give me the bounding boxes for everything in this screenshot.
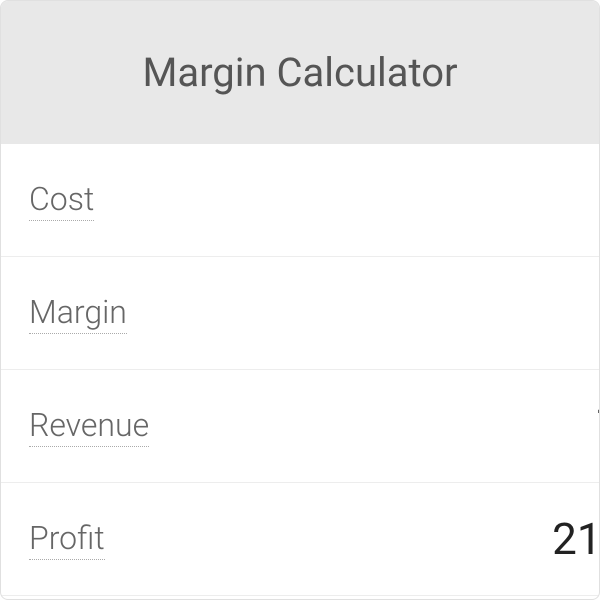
cost-label[interactable]: Cost [29, 180, 94, 221]
row-revenue: Revenue $ [1, 370, 599, 483]
cost-input[interactable] [94, 174, 600, 226]
margin-input[interactable] [127, 287, 600, 339]
profit-value-group: $ [105, 513, 600, 565]
page-title: Margin Calculator [21, 49, 579, 96]
revenue-value-group: $ [149, 400, 600, 452]
revenue-input[interactable] [149, 400, 600, 452]
margin-value-group: % [127, 287, 600, 339]
calculator-panel: Margin Calculator Cost $ Margin % Revenu… [0, 0, 600, 600]
cost-value-group: $ [94, 174, 600, 226]
row-cost: Cost $ [1, 144, 599, 257]
profit-input[interactable] [105, 513, 600, 565]
profit-label[interactable]: Profit [29, 519, 105, 560]
row-profit: Profit $ [1, 483, 599, 596]
row-margin: Margin % [1, 257, 599, 370]
calculator-header: Margin Calculator [1, 1, 599, 144]
revenue-label[interactable]: Revenue [29, 406, 149, 447]
margin-label[interactable]: Margin [29, 293, 127, 334]
